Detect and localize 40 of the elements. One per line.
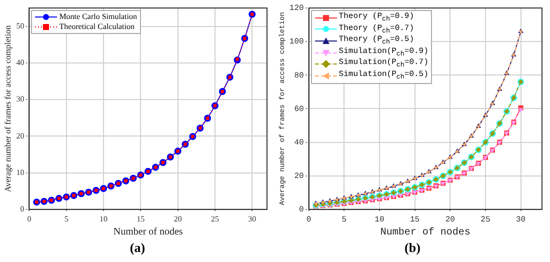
- y-tick-label: 40: [294, 138, 304, 148]
- x-tick-label: 0: [27, 214, 32, 224]
- x-tick-label: 5: [64, 214, 68, 224]
- y-tick-label: 20: [294, 172, 304, 181]
- x-axis-title: Number of nodes: [113, 226, 183, 238]
- x-tick-label: 20: [445, 215, 456, 224]
- x-tick-label: 30: [248, 214, 256, 224]
- legend-label: Simulation(P$_{ch}$=0.9): [338, 46, 428, 58]
- y-tick-label: 0: [298, 206, 304, 215]
- x-tick-label: 0: [306, 215, 312, 224]
- y-tick-label: 20: [16, 131, 24, 140]
- text: (b): [404, 240, 422, 256]
- y-tick-label: 40: [16, 58, 24, 68]
- y-tick-label: 120: [289, 4, 304, 14]
- x-tick-label: 10: [374, 215, 384, 224]
- legend-label: Theory (P$_{ch}$=0.7): [338, 24, 414, 35]
- y-tick-label: 10: [16, 168, 24, 177]
- x-tick-label: 15: [410, 215, 420, 224]
- legend-label: Simulation(P$_{ch}$=0.7): [338, 58, 428, 70]
- y-tick-label: 0: [20, 204, 24, 214]
- x-tick-label: 5: [342, 215, 347, 224]
- text: (a): [128, 240, 146, 256]
- legend-label: Theory (P$_{ch}$=0.5): [338, 35, 414, 47]
- y-axis-title: Average number of frames for access completion: [2, 24, 12, 192]
- x-tick-label: 15: [136, 214, 145, 224]
- legend-label: Theoretical Calculation: [59, 22, 134, 32]
- x-tick-label: 10: [100, 214, 108, 224]
- x-tick-label: 25: [210, 214, 219, 224]
- legend-label: Monte Carlo Simulation: [59, 12, 137, 22]
- x-tick-label: 25: [480, 215, 490, 224]
- y-tick-label: 80: [294, 71, 304, 80]
- x-tick-label: 20: [174, 214, 182, 224]
- x-axis-title: Number of nodes: [380, 226, 470, 239]
- x-tick-label: 30: [516, 215, 526, 224]
- legend-label: Simulation(P$_{ch}$=0.5): [338, 70, 428, 82]
- y-tick-label: 60: [294, 104, 304, 114]
- legend-label: Theory (P$_{ch}$=0.9): [338, 12, 414, 24]
- y-tick-label: 30: [16, 94, 24, 104]
- y-tick-label: 100: [289, 38, 304, 47]
- y-tick-label: 50: [16, 21, 24, 30]
